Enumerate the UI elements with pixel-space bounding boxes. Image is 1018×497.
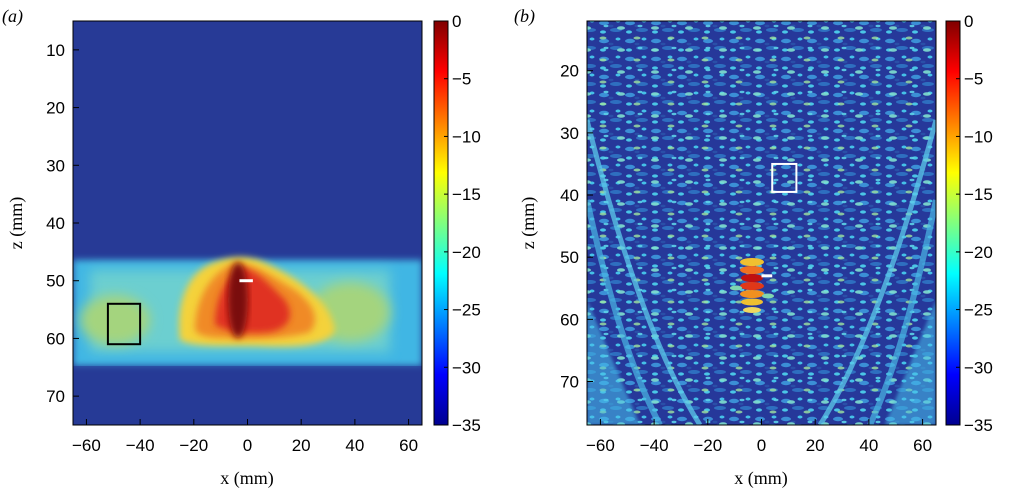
y-tick-label: 20: [560, 62, 579, 81]
x-tick-label: 0: [757, 436, 766, 455]
panel-a-x-ticks: −60 −40 −20 0 20 40 60: [72, 419, 418, 455]
colorbar-tick-label: −5: [964, 70, 983, 89]
panel-b-image: [587, 21, 936, 425]
x-tick-label: −60: [586, 436, 615, 455]
panel-b-x-ticks: −60 −40 −20 0 20 40 60: [586, 419, 932, 455]
colorbar-tick-label: −20: [452, 243, 481, 262]
panel-b-focal-spot: [730, 258, 774, 313]
panel-b-arc-right: [817, 119, 936, 425]
x-tick-label: −40: [640, 436, 669, 455]
panel-a-image: [73, 21, 422, 425]
x-tick-label: 20: [292, 436, 311, 455]
colorbar-tick-label: −35: [452, 416, 481, 435]
colorbar-tick-label: −25: [452, 301, 481, 320]
colorbar-tick-label: −30: [964, 358, 993, 377]
panel-a: −60 −40 −20 0 20 40 60 10 20 30 40 50 60 70 (a) x (m…: [2, 6, 481, 489]
x-tick-label: −60: [72, 436, 101, 455]
panel-a-lower: [73, 366, 422, 425]
panel-a-peak: [228, 262, 248, 338]
panel-b-speckle-highlights: [587, 21, 936, 425]
y-tick-label: 10: [46, 41, 65, 60]
y-tick-label: 30: [560, 124, 579, 143]
x-tick-label: 60: [399, 436, 418, 455]
panel-b-xlabel: x (mm): [734, 468, 788, 489]
panel-b-y-ticks: 20 30 40 50 60 70: [560, 62, 593, 391]
y-tick-label: 70: [560, 372, 579, 391]
panel-a-roi-box: [106, 302, 142, 346]
x-tick-label: 20: [806, 436, 825, 455]
x-tick-label: 0: [243, 436, 252, 455]
colorbar-tick-label: −10: [452, 127, 481, 146]
colorbar-tick-label: 0: [964, 12, 973, 31]
colorbar-tick-label: −25: [964, 301, 993, 320]
y-tick-label: 60: [46, 329, 65, 348]
y-tick-label: 50: [560, 248, 579, 267]
panel-a-colorbar: [433, 20, 449, 426]
colorbar-tick-label: −15: [964, 185, 993, 204]
panel-a-y-ticks: 10 20 30 40 50 60 70: [46, 41, 79, 406]
x-tick-label: 40: [859, 436, 878, 455]
panel-b-arc-left-2: [587, 199, 663, 425]
panel-b-corner-right: [885, 300, 936, 425]
panel-b-corner-left: [587, 300, 640, 425]
panel-b-label: (b): [514, 6, 535, 27]
panel-a-xlabel: x (mm): [220, 468, 274, 489]
y-tick-label: 60: [560, 310, 579, 329]
panel-a-left-blob: [80, 295, 150, 345]
x-tick-label: −40: [126, 436, 155, 455]
x-tick-label: 60: [913, 436, 932, 455]
panel-b-ylabel: z (mm): [518, 197, 539, 249]
colorbar-tick-label: −30: [452, 358, 481, 377]
y-tick-label: 40: [46, 214, 65, 233]
colorbar-tick-label: −5: [452, 70, 471, 89]
colorbar-tick-label: −10: [964, 127, 993, 146]
panel-b-colorbar: [945, 20, 961, 426]
panel-b-arc-left: [587, 119, 703, 425]
y-tick-label: 20: [46, 99, 65, 118]
panel-b-arc-right-2: [867, 199, 936, 425]
panel-b-colorbar-ticks: 0 −5 −10 −15 −20 −25 −30 −35: [956, 12, 993, 435]
colorbar-tick-label: 0: [452, 12, 461, 31]
colorbar-tick-label: −15: [452, 185, 481, 204]
panel-a-colorbar-ticks: 0 −5 −10 −15 −20 −25 −30 −35: [444, 12, 481, 435]
panel-b-roi-box: [771, 162, 798, 193]
y-tick-label: 30: [46, 156, 65, 175]
panel-a-label: (a): [2, 6, 23, 27]
panel-b: −60 −40 −20 0 20 40 60 20 30 40 50 60 70 (b) x (mm)…: [514, 6, 993, 489]
y-tick-label: 70: [46, 387, 65, 406]
x-tick-label: −20: [693, 436, 722, 455]
y-tick-label: 40: [560, 186, 579, 205]
panel-a-ylabel: z (mm): [6, 197, 27, 249]
colorbar-tick-label: −20: [964, 243, 993, 262]
colorbar-tick-label: −35: [964, 416, 993, 435]
y-tick-label: 50: [46, 272, 65, 291]
x-tick-label: 40: [345, 436, 364, 455]
x-tick-label: −20: [179, 436, 208, 455]
